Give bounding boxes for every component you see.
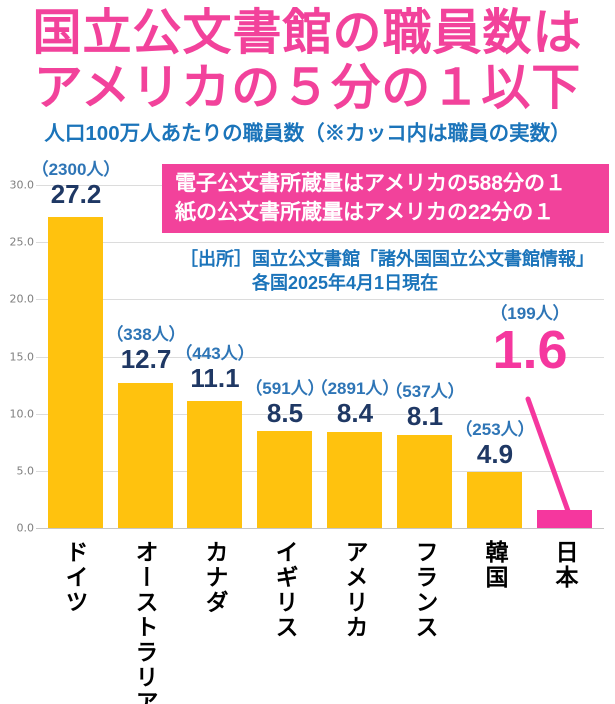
bar-value-label: 1.6 [492,319,568,380]
staff-count-label: （2891人） [310,379,400,398]
bar-usa [327,432,382,528]
bar-value-label: 8.4 [336,397,374,428]
bar-australia [118,383,173,528]
bar-annotation-japan: （199人） 1.6 [450,305,610,377]
bar-value-label: 8.1 [406,400,444,431]
comparison-callout-box: 電子公文書所蔵量はアメリカの588分の１ 紙の公文書所蔵量はアメリカの22分の１ [162,164,609,233]
gridline-15 [36,357,604,358]
source-note: ［出所］国立公文書館「諸外国国立公文書館情報」 各国2025年4月1日現在 [180,247,605,295]
category-label-australia: オーストラリア [132,540,158,704]
gridline-5 [36,471,604,472]
y-tick-label: 25.0 [9,235,35,249]
gridline-25 [36,242,604,243]
y-tick-label: 10.0 [9,407,35,421]
bar-value-label: 4.9 [476,438,514,469]
source-line-1: ［出所］国立公文書館「諸外国国立公文書館情報」 [180,249,594,269]
x-axis-baseline [36,528,604,529]
bar-france [397,435,452,528]
bar-value-label: 8.5 [266,397,304,428]
staff-count-label: （199人） [490,304,570,323]
bar-annotation-canada: （443人） 11.1 [145,345,285,392]
bar-korea [467,472,522,528]
staff-count-label: （338人） [106,325,186,344]
category-label-korea: 韓国 [482,540,508,590]
title-line-2: アメリカの５分の１以下 [33,61,582,115]
bar-annotation-germany: （2300人） 27.2 [6,161,146,208]
category-label-usa: アメリカ [342,540,368,640]
callout-line-1: 電子公文書所蔵量はアメリカの588分の１ [175,172,566,195]
staff-count-label: （253人） [455,420,535,439]
bar-value-label: 12.7 [120,343,172,374]
bar-japan [537,510,592,528]
staff-count-label: （537人） [385,382,465,401]
staff-count-label: （2300人） [31,160,121,179]
bar-canada [187,401,242,528]
bar-value-label: 11.1 [190,362,240,393]
bar-annotation-korea: （253人） 4.9 [425,421,565,468]
category-label-canada: カナダ [202,540,228,615]
y-tick-label: 30.0 [9,178,35,192]
staff-count-label: （591人） [245,379,325,398]
y-tick-label: 20.0 [9,292,35,306]
source-line-2: 各国2025年4月1日現在 [252,273,439,293]
bar-value-label: 27.2 [50,178,102,209]
bar-annotation-australia: （338人） 12.7 [76,326,216,373]
title-line-1: 国立公文書館の職員数は [32,6,583,60]
bar-germany [48,217,103,528]
callout-line-2: 紙の公文書所蔵量はアメリカの22分の１ [175,201,555,224]
y-tick-label: 5.0 [16,464,35,478]
y-tick-label: 0.0 [16,521,35,535]
y-tick-label: 15.0 [9,350,35,364]
bar-uk [257,431,312,528]
category-label-uk: イギリス [272,540,298,640]
category-label-france: フランス [412,540,438,640]
category-label-japan: 日本 [552,540,578,590]
bar-annotation-france: （537人） 8.1 [355,383,495,430]
page-title: 国立公文書館の職員数は アメリカの５分の１以下 [0,6,615,116]
staff-count-label: （443人） [175,344,255,363]
bar-annotation-uk: （591人） 8.5 [215,380,355,427]
chart-subtitle: 人口100万人あたりの職員数（※カッコ内は職員の実数） [44,122,571,145]
bar-annotation-usa: （2891人） 8.4 [285,380,425,427]
gridline-10 [36,414,604,415]
category-label-germany: ドイツ [62,540,88,615]
gridline-20 [36,299,604,300]
